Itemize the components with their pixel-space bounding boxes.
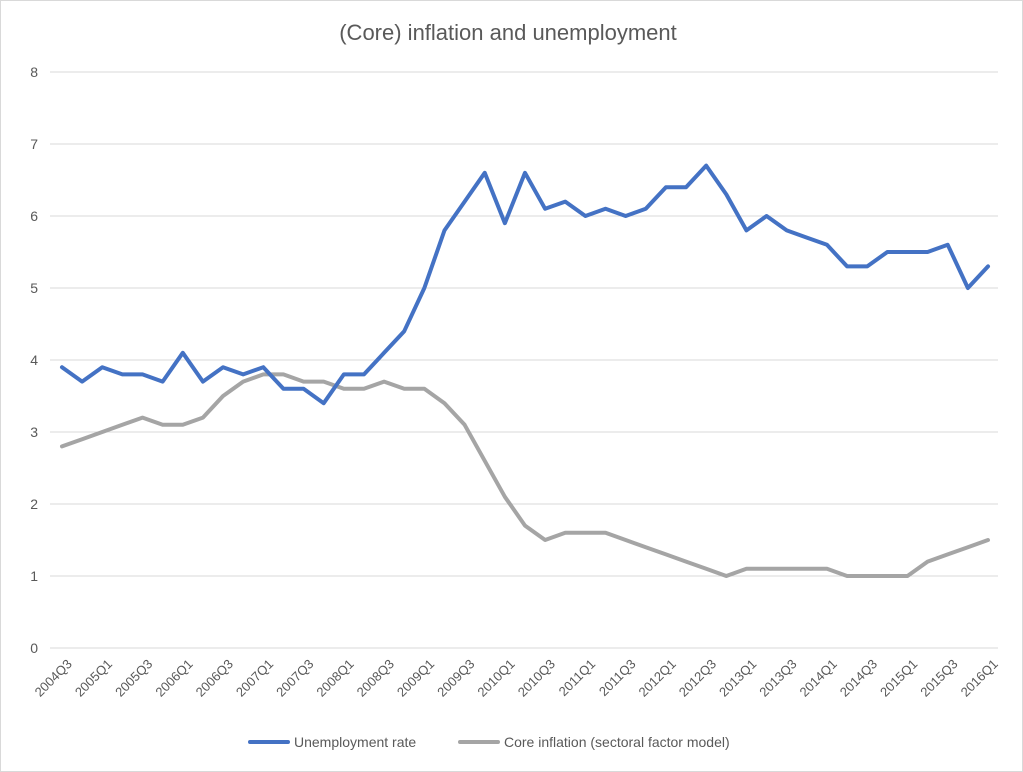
y-tick-label: 0: [30, 640, 38, 656]
y-axis-ticks: 0 1 2 3 4 5 6 7 8: [30, 64, 38, 656]
series-line-1: [60, 372, 990, 578]
x-tick-label: 2015Q3: [917, 656, 960, 699]
x-tick-label: 2013Q3: [756, 656, 799, 699]
legend: Unemployment rate Core inflation (sectora…: [248, 734, 730, 750]
y-tick-label: 6: [30, 208, 38, 224]
x-tick-label: 2011Q3: [596, 656, 639, 699]
x-tick-label: 2007Q1: [233, 656, 276, 699]
x-tick-label: 2004Q3: [32, 656, 75, 699]
x-tick-label: 2010Q3: [515, 656, 558, 699]
series-lines: [60, 163, 990, 578]
x-tick-label: 2010Q1: [474, 656, 517, 699]
x-tick-label: 2008Q1: [313, 656, 356, 699]
legend-label-0: Unemployment rate: [294, 734, 416, 750]
legend-label-1: Core inflation (sectoral factor model): [504, 734, 730, 750]
gridlines: [50, 71, 998, 649]
y-tick-label: 1: [30, 568, 38, 584]
x-tick-label: 2005Q3: [112, 656, 155, 699]
y-tick-label: 4: [30, 352, 38, 368]
x-tick-label: 2015Q1: [877, 656, 920, 699]
x-tick-label: 2014Q1: [797, 656, 840, 699]
x-tick-label: 2005Q1: [72, 656, 115, 699]
x-tick-label: 2016Q1: [958, 656, 1001, 699]
x-tick-label: 2012Q1: [635, 656, 678, 699]
y-tick-label: 8: [30, 64, 38, 80]
x-tick-label: 2009Q1: [394, 656, 437, 699]
x-tick-label: 2012Q3: [676, 656, 719, 699]
x-tick-label: 2013Q1: [716, 656, 759, 699]
y-tick-label: 3: [30, 424, 38, 440]
x-axis-ticks: 2004Q32005Q12005Q32006Q12006Q32007Q12007…: [32, 656, 1001, 699]
x-tick-label: 2006Q3: [193, 656, 236, 699]
y-tick-label: 7: [30, 136, 38, 152]
x-tick-label: 2014Q3: [837, 656, 880, 699]
x-tick-label: 2009Q3: [434, 656, 477, 699]
chart-title: (Core) inflation and unemployment: [339, 20, 677, 45]
y-tick-label: 2: [30, 496, 38, 512]
x-tick-label: 2007Q3: [273, 656, 316, 699]
y-tick-label: 5: [30, 280, 38, 296]
x-tick-label: 2006Q1: [152, 656, 195, 699]
series-line-0: [60, 163, 990, 406]
x-tick-label: 2011Q1: [556, 656, 599, 699]
x-tick-label: 2008Q3: [354, 656, 397, 699]
